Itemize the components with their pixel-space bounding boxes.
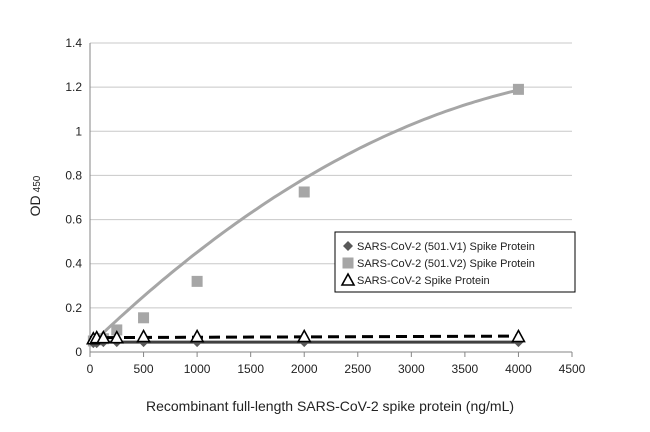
series-501v2-trendline (88, 88, 519, 347)
y-tick-label: 0.4 (65, 257, 82, 271)
x-tick-label: 2000 (291, 362, 318, 376)
legend-box (334, 231, 576, 293)
y-tick-label: 1 (75, 124, 82, 138)
series-501v2-point (138, 312, 150, 324)
y-tick-label: 1.2 (65, 80, 82, 94)
x-tick-label: 500 (134, 362, 154, 376)
y-tick-label: 0.6 (65, 213, 82, 227)
axes: 0 0.2 0.4 0.6 0.8 1 1.2 1.4 0 500 1000 1500 2000 2500… (65, 36, 585, 376)
legend-marker (342, 257, 354, 269)
y-tick-label: 0.2 (65, 301, 82, 315)
x-tick-label: 4000 (505, 362, 532, 376)
x-tick-label: 1500 (237, 362, 264, 376)
y-axis-label-main: OD (27, 195, 43, 216)
series-spike-point (189, 328, 205, 343)
y-axis-label: OD 450 (27, 175, 43, 216)
series-spike-point (109, 329, 125, 344)
series-spike-point (136, 328, 151, 343)
legend-marker (340, 272, 356, 286)
series-501v2-point (111, 324, 123, 336)
legend-marker (343, 241, 353, 251)
x-tick-label: 3000 (398, 362, 425, 376)
series-layer (85, 83, 526, 349)
gridlines (90, 42, 572, 309)
x-tick-label: 2500 (344, 362, 371, 376)
legend-label: SARS-CoV-2 Spike Protein (357, 275, 490, 287)
y-tick-label: 0.8 (65, 168, 82, 182)
series-501v2-point (512, 83, 524, 95)
x-tick-label: 0 (87, 362, 94, 376)
x-tick-label: 3500 (452, 362, 479, 376)
x-tick-label: 4500 (559, 362, 586, 376)
legend-label: SARS-CoV-2 (501.V2) Spike Protein (357, 258, 535, 270)
x-axis-label: Recombinant full-length SARS-CoV-2 spike… (146, 398, 514, 414)
series-501v2-point (191, 275, 203, 287)
legend-label: SARS-CoV-2 (501.V1) Spike Protein (357, 241, 535, 253)
y-tick-label: 1.4 (65, 36, 82, 50)
series-spike-point (296, 328, 312, 343)
y-axis-label-subscript: 450 (32, 175, 43, 192)
series-501v2-point (298, 186, 310, 198)
series-spike-point (511, 328, 526, 343)
x-tick-label: 1000 (184, 362, 211, 376)
legend: SARS-CoV-2 (501.V1) Spike Protein SARS-Co… (334, 231, 576, 293)
series-spike (85, 328, 526, 345)
y-tick-label: 0 (75, 345, 82, 359)
series-501v2 (87, 83, 524, 347)
series-spike-point (96, 329, 111, 344)
